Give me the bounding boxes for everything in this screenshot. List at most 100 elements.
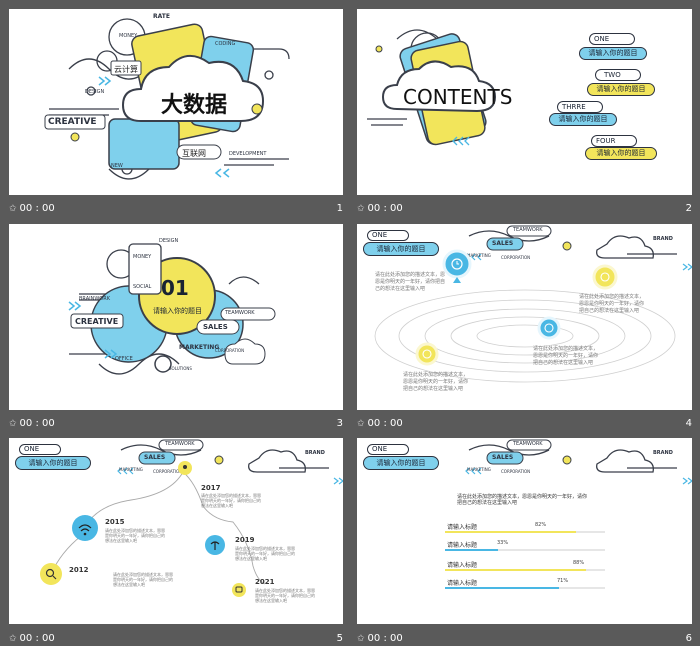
year-2021: 2021 [255, 578, 275, 586]
slide-5-tag: ONE [19, 444, 61, 455]
orbit-text-1: 请在此处添加您的描述文本，恩恩是你明天的一年好，请你把自己的想法在这里输入吧 [375, 272, 446, 292]
progress-list: 请输入标题 82% 请输入标题 33% 请输入标题 88% 请输入标题 71% [445, 522, 605, 612]
progress-row-1: 请输入标题 82% [445, 522, 605, 538]
progress-fill [445, 549, 498, 551]
slide-2[interactable]: CONTENTS ONE 请输入你的题目 TWO 请输入你的题目 THRRE 请… [357, 9, 692, 195]
banner-corporation: CORPORATION [501, 255, 531, 260]
banner-brand: BRAND [653, 450, 673, 456]
timeline-text-2017: 请在此处添加您的描述文本，恩恩是你明天的一年好，请你把自己的想法在这里输入吧 [201, 493, 261, 508]
slide-1-number: 1 [336, 203, 343, 214]
slide-6-banner [465, 439, 692, 485]
slide-4[interactable]: ONE 请输入你的题目 SALES TEAMWORK MARKETING COR… [357, 224, 692, 410]
progress-value: 88% [573, 560, 585, 566]
progress-row-2: 请输入标题 33% [445, 540, 605, 556]
timeline-text-2019: 请在此处添加您的描述文本，恩恩是你明天的一年好，请你把自己的想法在这里输入吧 [235, 546, 295, 561]
slide-1-time: 00 : 00 [19, 203, 55, 214]
slide-5-number: 5 [336, 633, 343, 644]
slide-1[interactable]: 大数据 云计算 互联网 CREATIVE DEVELOPMENT CODING … [9, 9, 343, 195]
slide-5-banner [117, 439, 343, 485]
progress-fill [445, 531, 577, 533]
progress-fill [445, 569, 586, 571]
tag-money: MONEY [133, 254, 152, 260]
contents-item-1[interactable]: 请输入你的题目 [579, 47, 647, 60]
progress-intro: 请在此处添加您的描述文本，恩恩是你明天的一年好，请你把自己的想法在这里输入吧 [457, 494, 588, 506]
tag-social: SOCIAL [133, 284, 152, 290]
slide-2-footer: ✩ 00 : 00 2 [357, 202, 692, 216]
progress-label: 请输入标题 [447, 562, 478, 569]
banner-sales: SALES [144, 454, 166, 461]
slide-5[interactable]: ONE 请输入你的题目 SALES TEAMWORK MARKETING COR… [9, 438, 343, 624]
contents-item-4[interactable]: 请输入你的题目 [585, 147, 657, 160]
tag-design: DESIGN [159, 238, 179, 244]
location-icon [178, 461, 192, 475]
slide-4-footer: ✩ 00 : 00 4 [357, 417, 692, 431]
slide-3-illustration [68, 243, 276, 375]
orbit-node-4 [415, 342, 439, 366]
search-icon [40, 563, 62, 585]
timeline-text-2015: 请在此处添加您的描述文本，恩恩是你明天的一年好，请你把自己的想法在这里输入吧 [105, 528, 165, 543]
banner-marketing: MARKETING [467, 253, 491, 258]
slide-6[interactable]: ONE 请输入你的题目 SALES TEAMWORK MARKETING COR… [357, 438, 692, 624]
slide-3-footer: ✩ 00 : 00 3 [9, 417, 343, 431]
progress-label: 请输入标题 [447, 524, 478, 531]
tag-money: MONEY [119, 33, 138, 39]
slide-6-heading[interactable]: 请输入你的题目 [363, 456, 439, 470]
progress-value: 71% [557, 578, 569, 584]
tag-marketing: MARKETING [179, 344, 220, 351]
section-number: 01 [161, 276, 189, 300]
tag-new: NEW [111, 163, 123, 169]
tag-solutions: SOLUTIONS [169, 366, 192, 371]
banner-teamwork: TEAMWORK [165, 441, 195, 447]
contents-tag-2: TWO [595, 69, 641, 81]
slide-6-time: 00 : 00 [367, 633, 403, 644]
slide-6-footer: ✩ 00 : 00 6 [357, 632, 692, 646]
progress-value: 33% [497, 540, 509, 546]
tag-creative: CREATIVE [75, 317, 119, 326]
star-icon: ✩ [9, 419, 17, 429]
progress-track [445, 531, 605, 533]
year-2015: 2015 [105, 518, 125, 526]
slide-5-heading[interactable]: 请输入你的题目 [15, 456, 91, 470]
year-2019: 2019 [235, 536, 255, 544]
timeline-text-2021: 请在此处添加您的描述文本，恩恩是你明天的一年好，请你把自己的想法在这里输入吧 [255, 588, 315, 603]
tag-teamwork: TEAMWORK [225, 310, 255, 316]
orbit-node-3 [537, 316, 561, 340]
slide-4-tag: ONE [367, 230, 409, 241]
progress-label: 请输入标题 [447, 542, 478, 549]
tag-development: DEVELOPMENT [229, 151, 267, 157]
slide-1-illustration [44, 18, 290, 180]
contents-item-2[interactable]: 请输入你的题目 [587, 83, 655, 96]
tag-brainwork: BRAINWORK [79, 296, 110, 302]
contents-tag-3: THRRE [557, 101, 603, 113]
tag-office: OFFICE [115, 356, 133, 362]
orbit-diagram [374, 249, 676, 383]
year-2017: 2017 [201, 484, 221, 492]
star-icon: ✩ [357, 204, 365, 214]
tag-coding: CODING [215, 41, 236, 47]
orbit-text-4: 请在此处添加您的描述文本，恩恩是你明天的一年好，请你把自己的想法在这里输入吧 [403, 372, 469, 392]
tag-internet: 互联网 [182, 149, 206, 158]
banner-sales: SALES [492, 454, 514, 461]
timeline-path [40, 461, 266, 597]
slide-4-time: 00 : 00 [367, 418, 403, 429]
slide-5-footer: ✩ 00 : 00 5 [9, 632, 343, 646]
contents-tag-1: ONE [589, 33, 635, 45]
slide-3-time: 00 : 00 [19, 418, 55, 429]
progress-row-4: 请输入标题 71% [445, 578, 605, 594]
contents-item-3[interactable]: 请输入你的题目 [549, 113, 617, 126]
star-icon: ✩ [9, 634, 17, 644]
orbit-text-3: 请在此处添加您的描述文本，恩恩是你明天的一年好，请你把自己的想法在这里输入吧 [533, 346, 599, 366]
slide-2-time: 00 : 00 [367, 203, 403, 214]
banner-corporation: CORPORATION [501, 469, 531, 474]
progress-track [445, 569, 605, 571]
tag-corporation: CORPORATION [215, 348, 245, 353]
slide-1-footer: ✩ 00 : 00 1 [9, 202, 343, 216]
slide-4-banner [465, 225, 692, 271]
star-icon: ✩ [357, 419, 365, 429]
section-title: 请输入你的题目 [153, 307, 202, 315]
slide-4-heading[interactable]: 请输入你的题目 [363, 242, 439, 256]
tag-creative: CREATIVE [48, 117, 97, 127]
slide-2-number: 2 [685, 203, 692, 214]
banner-marketing: MARKETING [119, 467, 143, 472]
slide-3[interactable]: 01 请输入你的题目 SOCIAL MONEY DESIGN BRAINWORK… [9, 224, 343, 410]
